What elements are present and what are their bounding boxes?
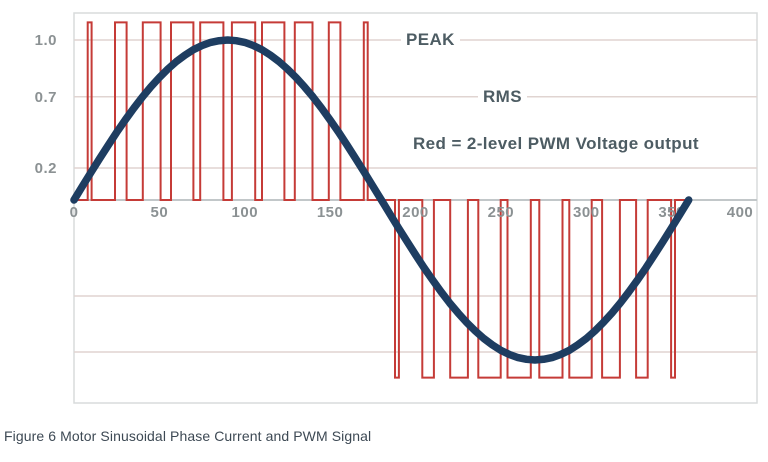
x-tick-label: 300 (573, 204, 600, 221)
figure-caption: Figure 6 Motor Sinusoidal Phase Current … (4, 428, 372, 444)
y-tick-label: 1.0 (35, 32, 57, 49)
x-tick-label: 200 (402, 204, 429, 221)
peak-label: PEAK (401, 30, 460, 50)
plot-border (73, 12, 758, 404)
sine-curve (70, 36, 693, 364)
x-tick-label: 250 (488, 204, 515, 221)
chart-figure: 0 50 100 150 200 250 300 350 400 1.0 0.7 0.2 PEAK R… (35, 12, 758, 404)
rms-label: RMS (478, 87, 527, 107)
x-tick-label: 50 (151, 204, 169, 221)
pwm-note-label: Red = 2-level PWM Voltage output (408, 134, 704, 154)
y-tick-label: 0.7 (35, 89, 57, 106)
x-tick-label: 400 (727, 204, 754, 221)
x-tick-label: 100 (232, 204, 259, 221)
x-tick-label: 150 (317, 204, 344, 221)
y-tick-label: 0.2 (35, 160, 57, 177)
x-tick-label: 0 (70, 204, 79, 221)
